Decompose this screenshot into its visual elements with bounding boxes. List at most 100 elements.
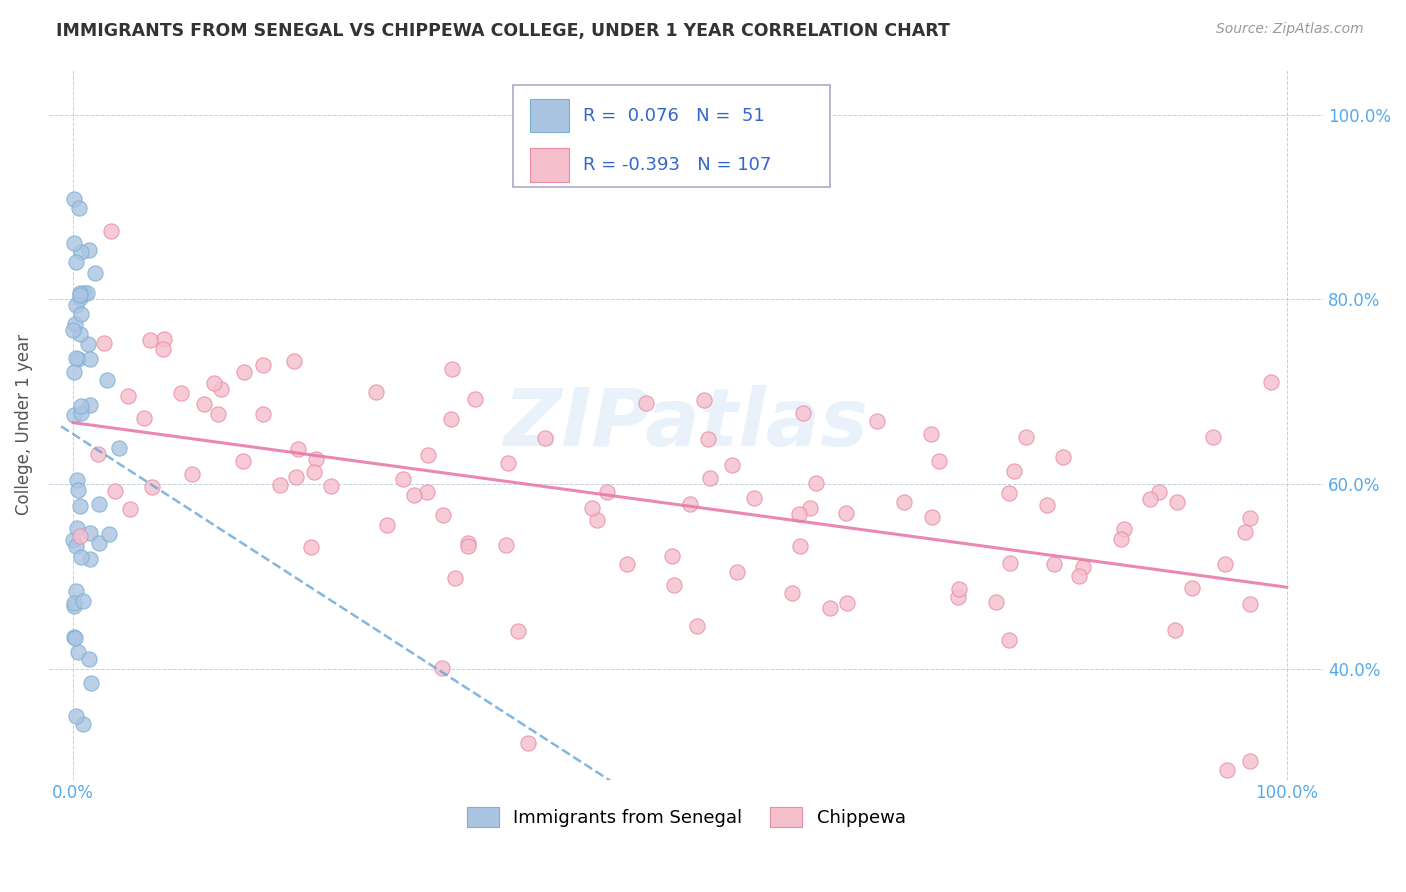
Point xyxy=(202,376,225,390)
Point xyxy=(152,343,174,357)
Point xyxy=(464,392,486,406)
Point xyxy=(67,201,90,215)
Point xyxy=(948,582,970,596)
Point xyxy=(780,585,803,599)
Point xyxy=(662,577,685,591)
Point xyxy=(63,365,86,379)
Point xyxy=(596,485,619,500)
Point xyxy=(304,451,326,466)
Point xyxy=(720,458,742,473)
Point xyxy=(65,583,87,598)
Point xyxy=(432,508,454,522)
Point xyxy=(67,352,90,367)
Point xyxy=(375,518,398,533)
Point xyxy=(117,388,139,402)
Point xyxy=(76,337,98,351)
Point xyxy=(62,323,84,337)
Point xyxy=(1239,597,1261,611)
Point xyxy=(997,633,1019,648)
Point xyxy=(581,500,603,515)
Point xyxy=(93,335,115,350)
Point xyxy=(686,619,709,633)
Point xyxy=(946,590,969,604)
Point xyxy=(66,473,89,487)
Point xyxy=(319,479,342,493)
Point xyxy=(893,494,915,508)
Point xyxy=(283,353,305,368)
Point xyxy=(63,599,86,614)
Point xyxy=(1000,556,1022,570)
Point xyxy=(87,448,110,462)
Point xyxy=(287,442,309,457)
Point xyxy=(70,307,93,321)
Point xyxy=(207,408,229,422)
Point xyxy=(432,661,454,675)
Point xyxy=(107,442,129,456)
Point xyxy=(79,399,101,413)
Point xyxy=(209,383,232,397)
Point xyxy=(304,466,326,480)
Point xyxy=(104,483,127,498)
Point xyxy=(62,408,84,422)
Point xyxy=(799,501,821,516)
Point xyxy=(1216,764,1239,778)
Point xyxy=(69,288,91,302)
Point xyxy=(496,456,519,470)
Point xyxy=(67,645,90,659)
Point xyxy=(70,550,93,565)
Point xyxy=(661,549,683,564)
Point xyxy=(62,596,84,610)
Point xyxy=(391,472,413,486)
Point xyxy=(439,412,461,426)
Point xyxy=(70,407,93,421)
Point xyxy=(96,373,118,387)
Text: R =  0.076   N =  51: R = 0.076 N = 51 xyxy=(583,106,765,125)
Point xyxy=(1147,485,1170,500)
Text: ZIPatlas: ZIPatlas xyxy=(503,385,869,463)
Point xyxy=(696,432,718,446)
Point xyxy=(63,630,86,644)
Point xyxy=(62,533,84,548)
Point xyxy=(1202,430,1225,444)
Point xyxy=(818,600,841,615)
Point xyxy=(364,385,387,400)
Point xyxy=(73,286,96,301)
Point xyxy=(269,478,291,492)
Point xyxy=(616,557,638,571)
Point xyxy=(495,538,517,552)
Point xyxy=(792,406,814,420)
Point xyxy=(586,513,609,527)
Point xyxy=(63,235,86,250)
Point xyxy=(744,491,766,506)
Point xyxy=(169,386,191,401)
Point xyxy=(63,318,86,332)
Point xyxy=(415,484,437,499)
Point xyxy=(679,497,702,511)
Point xyxy=(457,536,479,550)
Point xyxy=(866,414,889,428)
Point xyxy=(139,333,162,347)
Point xyxy=(1213,558,1236,572)
Point xyxy=(1239,754,1261,768)
Point xyxy=(69,326,91,341)
Point xyxy=(87,536,110,550)
Point xyxy=(699,471,721,485)
Point xyxy=(76,285,98,300)
Point xyxy=(804,475,827,490)
Text: IMMIGRANTS FROM SENEGAL VS CHIPPEWA COLLEGE, UNDER 1 YEAR CORRELATION CHART: IMMIGRANTS FROM SENEGAL VS CHIPPEWA COLL… xyxy=(56,22,950,40)
Point xyxy=(443,571,465,585)
Point xyxy=(100,224,122,238)
Point xyxy=(299,540,322,554)
Text: Source: ZipAtlas.com: Source: ZipAtlas.com xyxy=(1216,22,1364,37)
Point xyxy=(1239,510,1261,524)
Point xyxy=(233,365,256,379)
Point xyxy=(1002,465,1025,479)
Point xyxy=(65,298,87,312)
Point xyxy=(65,520,87,534)
Point xyxy=(457,539,479,553)
Point xyxy=(1109,533,1132,547)
Point xyxy=(1015,430,1038,444)
Point xyxy=(62,192,84,206)
Point xyxy=(69,291,91,305)
Point xyxy=(789,539,811,553)
